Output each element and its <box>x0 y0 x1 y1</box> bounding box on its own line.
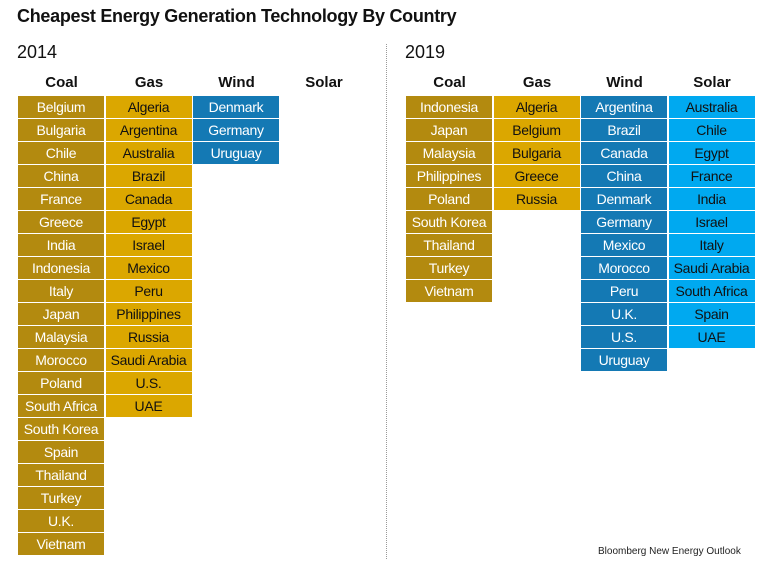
country-cell: Malaysia <box>406 142 492 164</box>
country-cell: Egypt <box>105 211 192 233</box>
country-cell: Uruguay <box>193 142 279 164</box>
country-cell: Peru <box>581 280 667 302</box>
country-cell: U.S. <box>581 326 667 348</box>
country-cell: Indonesia <box>406 96 492 118</box>
country-cell: Mexico <box>105 257 192 279</box>
country-cell: France <box>668 165 755 187</box>
country-cell: South Africa <box>668 280 755 302</box>
panel-year-2014: 2014 <box>17 42 58 62</box>
column-header-wind: Wind <box>218 74 255 91</box>
country-cell: Germany <box>193 119 279 141</box>
country-cell: Denmark <box>581 188 667 210</box>
country-cell: Israel <box>668 211 755 233</box>
country-cell: Australia <box>668 96 755 118</box>
column-header-coal: Coal <box>433 74 466 91</box>
country-cell: Uruguay <box>581 349 667 371</box>
country-cell: Greece <box>18 211 104 233</box>
country-cell: Greece <box>493 165 580 187</box>
column-header-solar: Solar <box>305 74 343 91</box>
country-cell: Brazil <box>105 165 192 187</box>
country-cell: China <box>581 165 667 187</box>
country-cell: Turkey <box>18 487 104 509</box>
country-cell: Chile <box>668 119 755 141</box>
country-cell: Belgium <box>18 96 104 118</box>
source-note: Bloomberg New Energy Outlook <box>598 546 741 557</box>
panel-year-2019: 2019 <box>405 42 446 62</box>
country-cell: Saudi Arabia <box>105 349 192 371</box>
country-cell: Canada <box>581 142 667 164</box>
panel-divider <box>386 44 387 559</box>
country-cell: Italy <box>668 234 755 256</box>
country-cell: Canada <box>105 188 192 210</box>
country-cell: Belgium <box>493 119 580 141</box>
country-cell: Spain <box>668 303 755 325</box>
country-cell: UAE <box>105 395 192 417</box>
country-cell: Egypt <box>668 142 755 164</box>
country-cell: Indonesia <box>18 257 104 279</box>
country-cell: UAE <box>668 326 755 348</box>
country-cell: Spain <box>18 441 104 463</box>
country-cell: France <box>18 188 104 210</box>
country-cell: Australia <box>105 142 192 164</box>
country-cell: Japan <box>406 119 492 141</box>
country-cell: South Korea <box>18 418 104 440</box>
country-cell: U.K. <box>581 303 667 325</box>
country-cell: Chile <box>18 142 104 164</box>
country-cell: Argentina <box>105 119 192 141</box>
country-cell: U.K. <box>18 510 104 532</box>
country-cell: Poland <box>406 188 492 210</box>
country-cell: Bulgaria <box>18 119 104 141</box>
country-cell: Thailand <box>18 464 104 486</box>
country-cell: Poland <box>18 372 104 394</box>
country-cell: Turkey <box>406 257 492 279</box>
country-cell: Russia <box>105 326 192 348</box>
country-cell: India <box>668 188 755 210</box>
country-cell: Mexico <box>581 234 667 256</box>
country-cell: Bulgaria <box>493 142 580 164</box>
country-cell: Thailand <box>406 234 492 256</box>
country-cell: South Korea <box>406 211 492 233</box>
column-header-wind: Wind <box>606 74 643 91</box>
country-cell: Philippines <box>105 303 192 325</box>
country-cell: Morocco <box>18 349 104 371</box>
column-header-gas: Gas <box>134 74 164 91</box>
column-header-solar: Solar <box>693 74 731 91</box>
country-cell: Peru <box>105 280 192 302</box>
country-cell: Argentina <box>581 96 667 118</box>
country-cell: Algeria <box>493 96 580 118</box>
country-cell: South Africa <box>18 395 104 417</box>
country-cell: Denmark <box>193 96 279 118</box>
column-header-gas: Gas <box>522 74 552 91</box>
column-header-coal: Coal <box>45 74 78 91</box>
country-cell: U.S. <box>105 372 192 394</box>
country-cell: Malaysia <box>18 326 104 348</box>
country-cell: Morocco <box>581 257 667 279</box>
country-cell: Russia <box>493 188 580 210</box>
country-cell: Germany <box>581 211 667 233</box>
country-cell: India <box>18 234 104 256</box>
country-cell: Israel <box>105 234 192 256</box>
country-cell: Philippines <box>406 165 492 187</box>
country-cell: Vietnam <box>406 280 492 302</box>
country-cell: Brazil <box>581 119 667 141</box>
country-cell: Vietnam <box>18 533 104 555</box>
country-cell: Japan <box>18 303 104 325</box>
country-cell: China <box>18 165 104 187</box>
country-cell: Algeria <box>105 96 192 118</box>
country-cell: Saudi Arabia <box>668 257 755 279</box>
country-cell: Italy <box>18 280 104 302</box>
chart-title: Cheapest Energy Generation Technology By… <box>17 6 457 26</box>
